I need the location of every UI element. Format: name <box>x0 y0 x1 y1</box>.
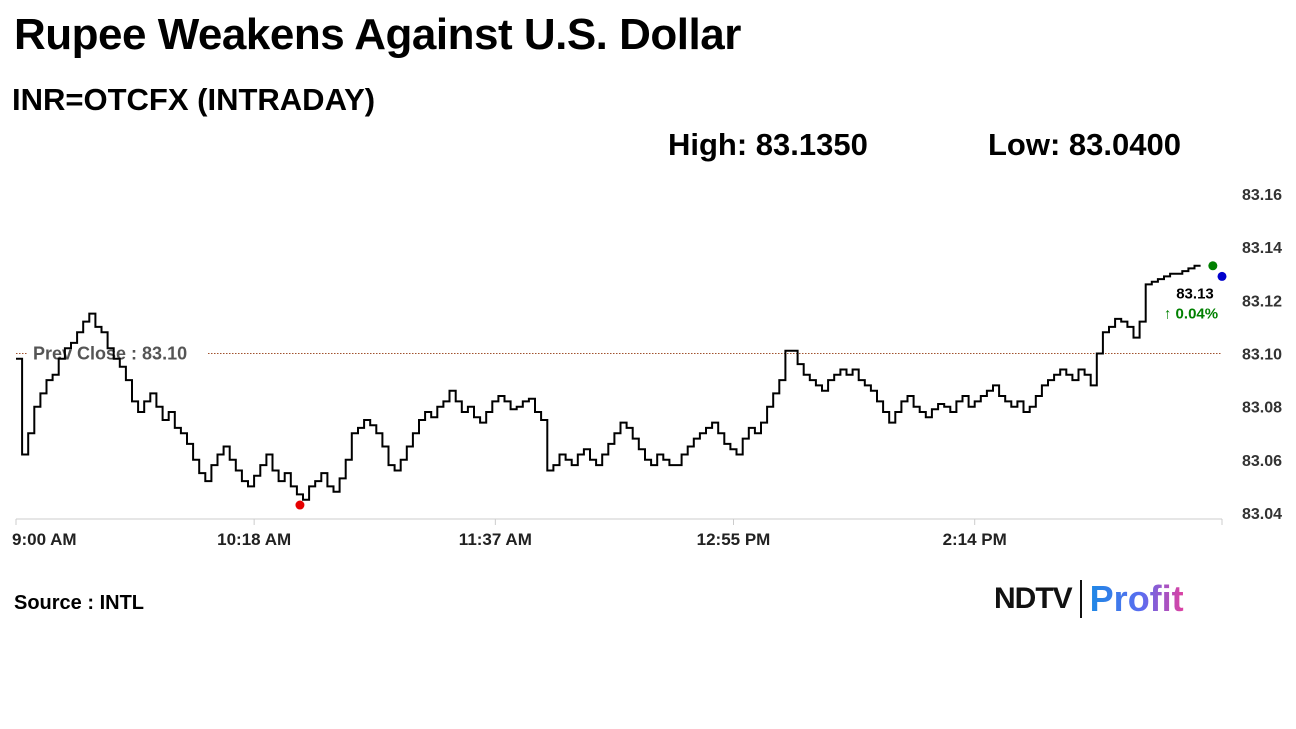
x-tick-label: 12:55 PM <box>697 530 771 549</box>
logo-divider <box>1079 580 1082 618</box>
x-tick-label: 9:00 AM <box>12 530 77 549</box>
x-tick-label: 2:14 PM <box>943 530 1007 549</box>
change-percent-label: ↑ 0.04% <box>1164 305 1218 322</box>
last-price-marker <box>1217 271 1227 281</box>
price-line <box>16 264 1201 501</box>
y-tick-label: 83.04 <box>1242 506 1282 523</box>
y-tick-label: 83.12 <box>1242 293 1282 310</box>
y-tick-label: 83.10 <box>1242 347 1282 364</box>
prev-close-reference: Prev Close : 83.10 <box>16 341 1222 364</box>
last-price-label: 83.13 <box>1176 285 1214 302</box>
prev-close-label: Prev Close : 83.10 <box>33 344 187 364</box>
chart-axes: 9:00 AM 10:18 AM 11:37 AM 12:55 PM 2:14 PM 83… <box>12 187 1282 549</box>
day-low-stat: Low: 83.0400 <box>988 127 1181 162</box>
y-tick-label: 83.16 <box>1242 187 1282 204</box>
y-tick-label: 83.08 <box>1242 400 1282 417</box>
logo-profit-text: Profit <box>1089 578 1184 619</box>
day-high-stat: High: 83.1350 <box>668 127 868 162</box>
chart-labels: 83.13 ↑ 0.04% <box>1164 285 1218 322</box>
price-series <box>16 264 1201 501</box>
logo-ndtv-text: NDTV <box>994 582 1073 615</box>
chart-markers <box>295 261 1227 510</box>
x-tick-label: 10:18 AM <box>217 530 291 549</box>
low-marker <box>295 500 305 510</box>
prev-close-label-bg <box>28 341 208 364</box>
high-marker <box>1208 261 1218 271</box>
intraday-line-chart: 9:00 AM 10:18 AM 11:37 AM 12:55 PM 2:14 PM 83… <box>12 187 1282 549</box>
y-tick-label: 83.06 <box>1242 453 1282 470</box>
ndtv-profit-logo: NDTV Profit <box>994 578 1184 620</box>
instrument-subtitle: INR=OTCFX (INTRADAY) <box>12 82 376 117</box>
page-title: Rupee Weakens Against U.S. Dollar <box>14 10 741 59</box>
y-tick-label: 83.14 <box>1242 240 1282 257</box>
source-note: Source : INTL <box>14 592 145 614</box>
x-tick-label: 11:37 AM <box>459 530 532 549</box>
